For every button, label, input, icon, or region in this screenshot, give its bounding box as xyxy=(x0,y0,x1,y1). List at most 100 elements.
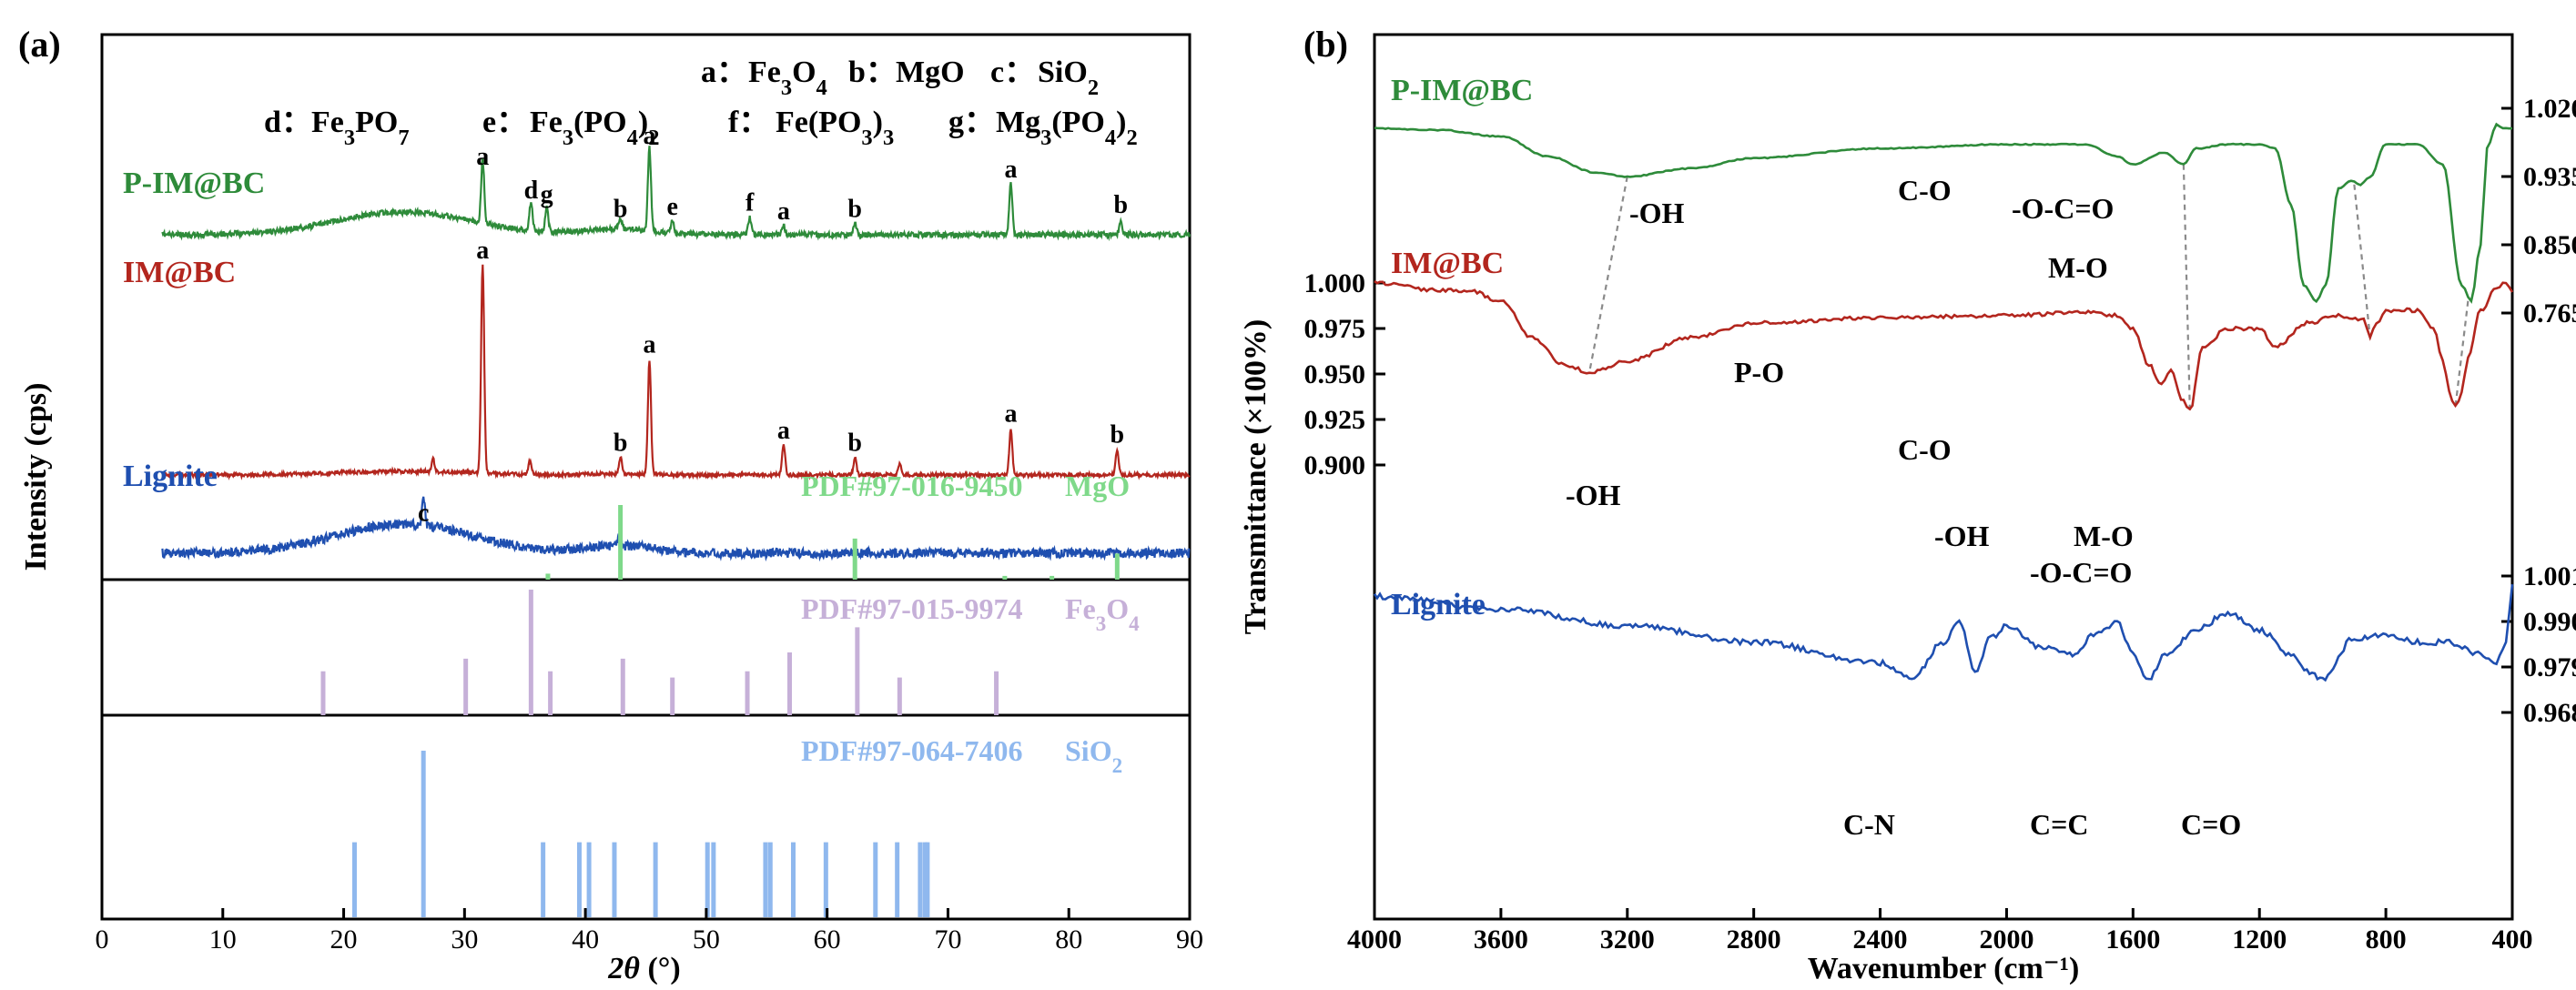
legend-formula: Fe3O4 xyxy=(748,56,827,100)
ftir-line-im-bc xyxy=(1374,279,2514,411)
panel-a-ylabel: Intensity (cps) xyxy=(19,383,53,571)
peak-label: b xyxy=(1111,420,1125,449)
legend-formula: Mg3(PO4)2 xyxy=(996,106,1138,150)
x-tick-label: 20 xyxy=(330,924,358,955)
band-annotation: -OH xyxy=(1629,197,1685,229)
x-tick-label: 30 xyxy=(451,924,478,955)
ftir-series xyxy=(1373,122,2514,682)
legend-key: b： xyxy=(848,56,897,89)
y-tick-label: 0.925 xyxy=(1304,405,1366,435)
x-tick-label: 4000 xyxy=(1347,924,1402,955)
ftir-series-labels: P-IM@BC IM@BC Lignite xyxy=(1391,74,1533,621)
peak-label: b xyxy=(614,429,628,458)
x-tick-label: 1200 xyxy=(2232,924,2287,955)
xrd-series-labels: P-IM@BC IM@BC Lignite xyxy=(123,167,265,493)
y-tick-label: 0.850 xyxy=(2523,230,2576,260)
reference-phase: SiO2 xyxy=(1065,734,1122,777)
y-tick-label: 0.968 xyxy=(2523,698,2576,728)
band-annotation: C=O xyxy=(2181,808,2241,841)
peak-label: a xyxy=(476,237,489,265)
panel-b-xlabel: Wavenumber (cm⁻¹) xyxy=(1808,952,2080,985)
band-guide xyxy=(2353,184,2371,338)
y-tick-label: 0.979 xyxy=(2523,652,2576,682)
legend-key: a： xyxy=(701,56,747,89)
xrd-line-lignite xyxy=(161,496,1191,562)
y-tick-label: 1.001 xyxy=(2523,561,2576,591)
legend-key: f： xyxy=(728,106,769,139)
x-tick-label: 10 xyxy=(209,924,237,955)
reference-phase: Fe3O4 xyxy=(1065,592,1140,635)
x-tick-label: 60 xyxy=(814,924,841,955)
series-label-lignite: Lignite xyxy=(123,460,218,493)
x-tick-label: 90 xyxy=(1176,924,1203,955)
band-annotation: C-N xyxy=(1843,808,1895,841)
y-tick-label: 0.935 xyxy=(2523,162,2576,192)
x-tick-label: 50 xyxy=(693,924,720,955)
legend-formula: Fe3PO7 xyxy=(311,106,410,150)
peak-label: a xyxy=(643,331,655,359)
band-annotation: P-O xyxy=(1734,356,1784,389)
y-tick-label: 1.020 xyxy=(2523,94,2576,124)
reference-card-id: PDF#97-015-9974 xyxy=(801,592,1023,625)
x-tick-label: 800 xyxy=(2366,924,2407,955)
peak-label: a xyxy=(476,143,489,171)
band-guide xyxy=(2182,164,2191,411)
phase-legend: a： Fe3O4 b： MgO c： SiO2 d： Fe3PO7 e： Fe3(PO4)2 f： F… xyxy=(264,56,1138,150)
series-label-im-bc: IM@BC xyxy=(123,256,236,289)
band-annotation: C-O xyxy=(1898,433,1952,466)
y-tick-label: 0.765 xyxy=(2523,298,2576,328)
peak-label: a xyxy=(777,197,790,226)
x-tick-label: 80 xyxy=(1055,924,1082,955)
panel-b-label: (b) xyxy=(1303,24,1348,65)
legend-formula: Fe3(PO4)2 xyxy=(530,106,659,150)
y-tick-label: 0.975 xyxy=(1304,314,1366,344)
y-tick-label: 0.900 xyxy=(1304,450,1366,480)
xrd-series xyxy=(161,146,1192,562)
y-tick-label: 0.990 xyxy=(2523,607,2576,637)
x-tick-label: 40 xyxy=(572,924,599,955)
band-annotations: -OH -O-C=O P-O C-O M-O -OH -OH -O-C=O C-O M-O C-N C… xyxy=(1566,174,2241,841)
band-annotation: C=C xyxy=(2030,808,2088,841)
peak-label: b xyxy=(847,429,862,458)
legend-key: g： xyxy=(948,106,995,139)
band-annotation: -O-C=O xyxy=(2012,192,2114,225)
x-tick-label: 400 xyxy=(2492,924,2533,955)
peak-label: a xyxy=(777,417,790,445)
y-tick-label: 1.000 xyxy=(1304,268,1366,298)
peak-label: b xyxy=(847,196,862,224)
panel-a-xrd: (a) Intensity (cps) a： Fe3O4 b： MgO c： SiO2d：… xyxy=(18,24,1203,985)
band-annotation: -OH xyxy=(1934,520,1990,552)
legend-key: d： xyxy=(264,106,312,139)
panel-b-ylabel: Transmittance (×100%) xyxy=(1239,319,1273,634)
x-tick-label: 3200 xyxy=(1600,924,1655,955)
peak-label: a xyxy=(1004,156,1017,184)
reference-card-id: PDF#97-016-9450 xyxy=(801,470,1023,502)
xrd-line-im-bc xyxy=(162,264,1191,480)
x-tick-label: 0 xyxy=(96,924,109,955)
band-annotation: -O-C=O xyxy=(2030,556,2132,589)
series-label-lignite: Lignite xyxy=(1391,588,1486,621)
peak-label: a xyxy=(643,122,655,150)
peak-label: a xyxy=(1004,399,1017,428)
peak-label: b xyxy=(1114,191,1129,219)
peak-label: g xyxy=(541,180,553,208)
ftir-line-p-im-bc xyxy=(1374,122,2513,304)
legend-formula: Fe(PO3)3 xyxy=(776,106,894,150)
series-label-p-im-bc: P-IM@BC xyxy=(123,167,265,200)
legend-key: c： xyxy=(990,56,1035,89)
x-tick-label: 70 xyxy=(934,924,961,955)
series-label-im-bc: IM@BC xyxy=(1391,247,1504,280)
band-annotation: -OH xyxy=(1566,479,1621,511)
panel-a-xlabel: 2θ (°) xyxy=(607,952,680,985)
peak-label: b xyxy=(614,196,628,224)
x-tick-label: 3600 xyxy=(1474,924,1528,955)
legend-formula: SiO2 xyxy=(1038,56,1099,100)
reference-patterns: PDF#97-016-9450 MgO PDF#97-015-9974 Fe3O4 PD… xyxy=(320,470,1140,917)
band-guide-lines xyxy=(1588,164,2470,411)
series-label-p-im-bc: P-IM@BC xyxy=(1391,74,1533,107)
peak-label: c xyxy=(418,499,429,527)
y-tick-label: 0.950 xyxy=(1304,359,1366,389)
band-guide xyxy=(2454,300,2470,408)
